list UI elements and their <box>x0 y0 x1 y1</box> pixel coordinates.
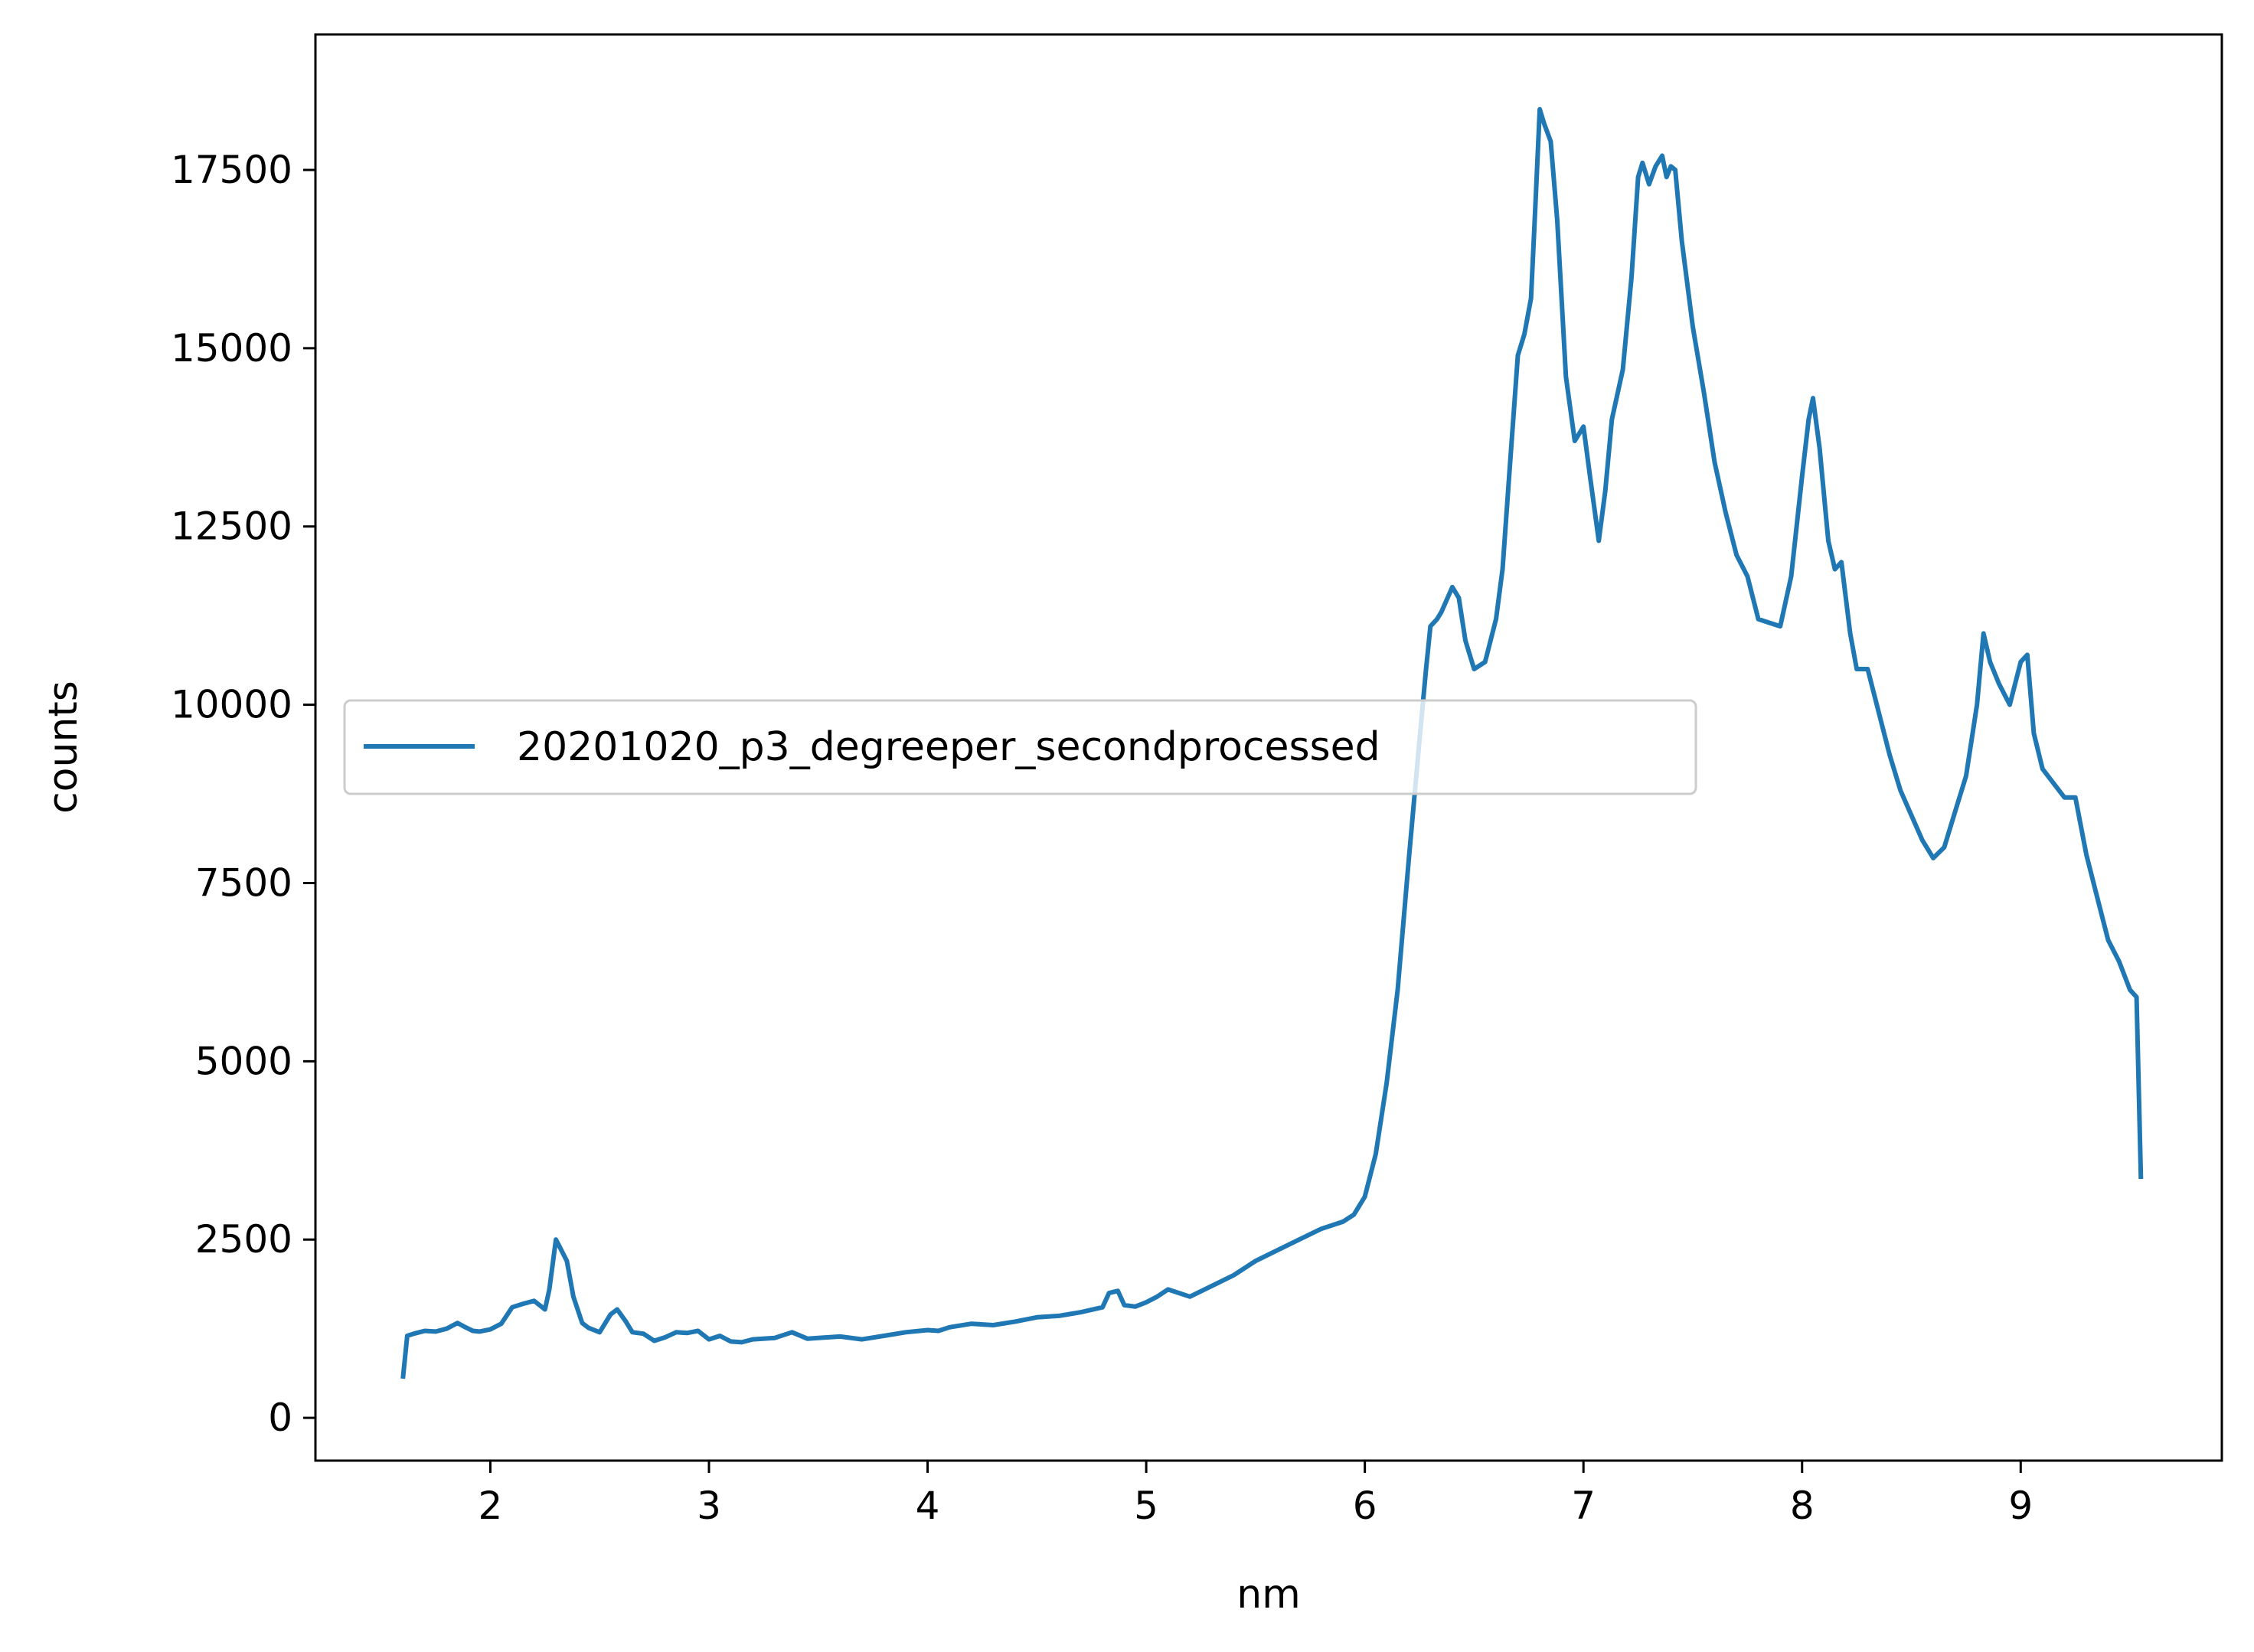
x-tick-label: 3 <box>697 1484 721 1528</box>
y-tick-label: 12500 <box>171 504 292 549</box>
x-tick-label: 2 <box>479 1484 503 1528</box>
y-tick-label: 10000 <box>171 683 292 727</box>
x-axis-label: nm <box>1236 1572 1301 1618</box>
y-axis-label: counts <box>41 681 87 814</box>
y-tick-label: 2500 <box>195 1217 292 1262</box>
legend-label: 20201020_p3_degreeper_secondprocessed <box>517 724 1380 770</box>
x-axis-ticks: 2 3 4 5 6 7 8 9 <box>479 1461 2033 1528</box>
series-layer <box>400 106 2144 1379</box>
y-tick-label: 17500 <box>171 148 292 192</box>
x-tick-label: 5 <box>1134 1484 1158 1528</box>
y-axis-ticks: 0 2500 5000 7500 10000 12500 15000 17500 <box>171 148 315 1440</box>
y-tick-label: 15000 <box>171 326 292 371</box>
x-tick-label: 4 <box>916 1484 940 1528</box>
x-tick-label: 9 <box>2008 1484 2033 1528</box>
y-tick-label: 5000 <box>195 1039 292 1083</box>
x-tick-label: 7 <box>1571 1484 1596 1528</box>
y-tick-label: 0 <box>268 1396 292 1440</box>
plot-frame <box>314 33 2223 1462</box>
series-line <box>400 106 2144 1379</box>
x-tick-label: 8 <box>1790 1484 1815 1528</box>
legend-box <box>343 699 1697 795</box>
x-tick-label: 6 <box>1353 1484 1377 1528</box>
legend: 20201020_p3_degreeper_secondprocessed <box>343 699 1697 795</box>
y-tick-label: 7500 <box>195 860 292 905</box>
